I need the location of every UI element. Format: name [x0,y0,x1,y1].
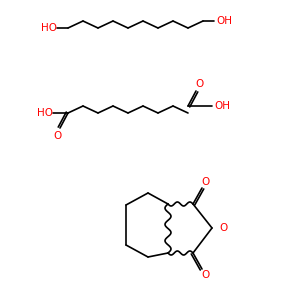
Text: O: O [54,131,62,141]
Text: O: O [219,223,227,233]
Text: O: O [202,177,210,187]
Text: HO: HO [37,108,53,118]
Text: HO: HO [41,23,57,33]
Text: O: O [195,79,203,89]
Text: OH: OH [214,101,230,111]
Text: O: O [202,270,210,280]
Text: OH: OH [216,16,232,26]
